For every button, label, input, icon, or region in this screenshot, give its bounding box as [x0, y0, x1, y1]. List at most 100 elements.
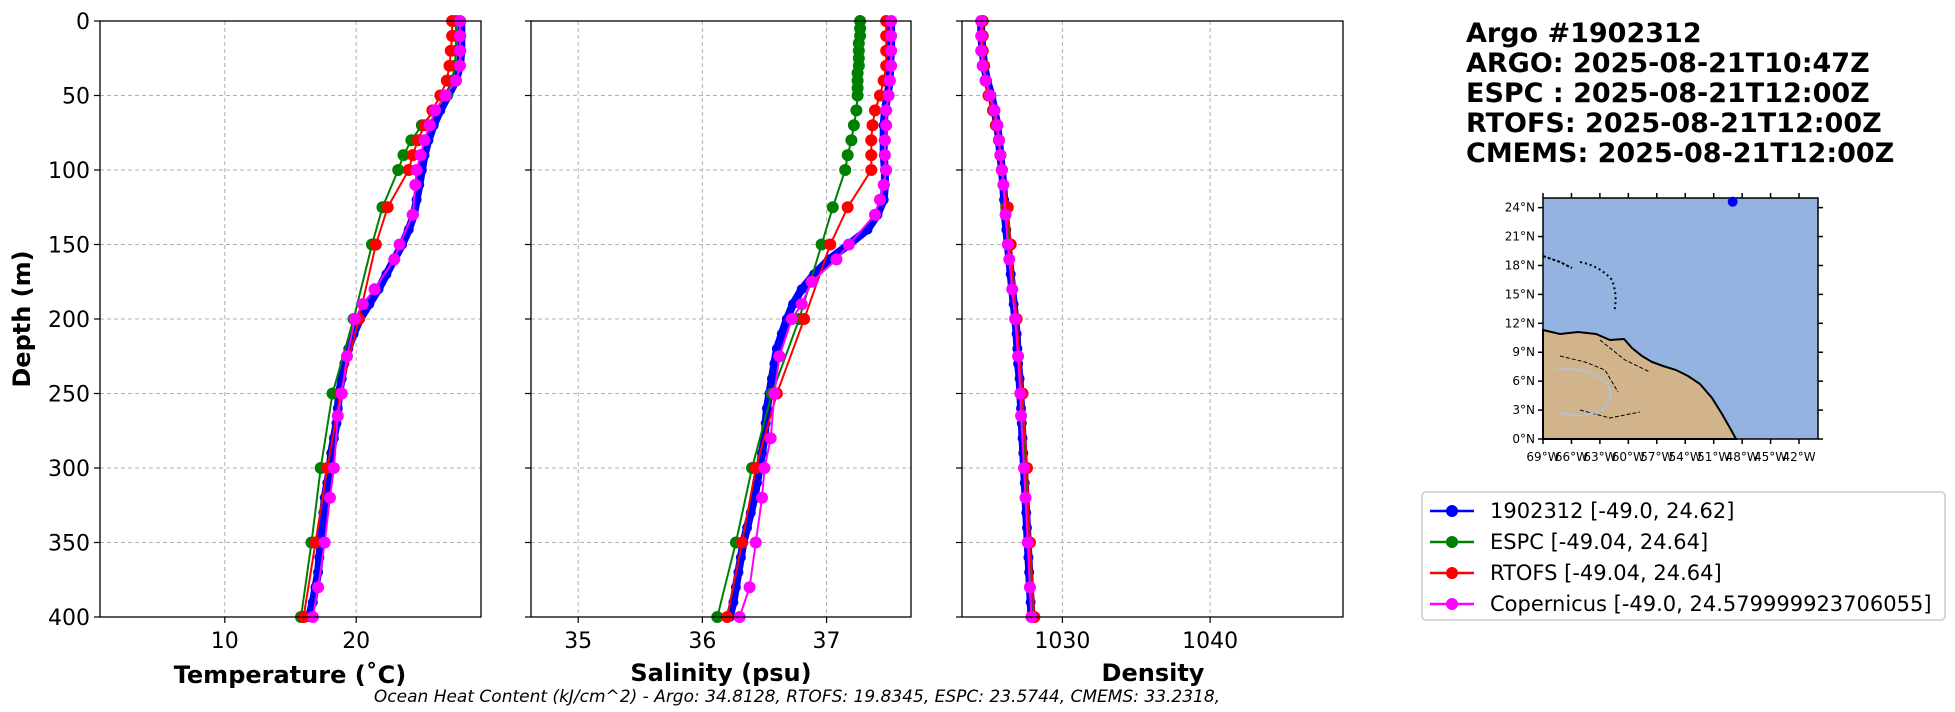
antilles-coast: [1542, 255, 1573, 269]
point-dens-copernicus: [1012, 350, 1025, 363]
point-temp-copernicus: [340, 350, 353, 363]
point-sal-rtofs: [868, 104, 881, 117]
point-temp-copernicus: [423, 119, 436, 132]
point-temp-copernicus: [368, 283, 381, 296]
point-sal-rtofs: [873, 89, 886, 102]
point-dens-copernicus: [988, 104, 1001, 117]
map-lon-label: 48°W: [1726, 450, 1759, 464]
point-dens-copernicus: [992, 134, 1005, 147]
point-dens-copernicus: [997, 178, 1010, 191]
map-lon-label: 51°W: [1697, 450, 1730, 464]
point-temp-copernicus: [453, 29, 466, 42]
legend-label: Copernicus [-49.0, 24.579999923706055]: [1490, 592, 1932, 616]
point-temp-copernicus: [388, 253, 401, 266]
point-temp-copernicus: [429, 104, 442, 117]
point-sal-copernicus: [880, 119, 893, 132]
location-map: 24°N 21°N 18°N 15°N 12°N 9°N 6°N 3°N 0°N 69°W66°W…: [1505, 193, 1823, 464]
temperature-xlabel: Temperature (˚C): [174, 661, 407, 689]
title-argo-time: ARGO: 2025-08-21T10:47Z: [1466, 48, 1870, 79]
point-temp-rtofs: [440, 74, 453, 87]
point-temp-copernicus: [331, 409, 344, 422]
point-dens-copernicus: [1023, 581, 1036, 594]
point-temp-copernicus: [323, 491, 336, 504]
xtick-label-temp: 10: [211, 629, 239, 654]
south-america-land: [1542, 328, 1738, 440]
ytick-label: 0: [76, 10, 90, 35]
point-temp-copernicus: [406, 208, 419, 221]
legend-marker: [1446, 567, 1458, 579]
point-dens-copernicus: [991, 119, 1004, 132]
point-dens-copernicus: [1019, 491, 1032, 504]
point-temp-copernicus: [439, 89, 452, 102]
ytick-label: 150: [48, 234, 90, 259]
xtick-label-dens: 1040: [1182, 629, 1238, 654]
ytick-label: 200: [48, 308, 90, 333]
argo-position-marker: [1727, 196, 1738, 207]
point-dens-copernicus: [979, 74, 992, 87]
xtick-label-temp: 20: [342, 629, 370, 654]
point-sal-1902312: [796, 284, 807, 295]
map-lon-label: 63°W: [1583, 450, 1616, 464]
map-lon-label: 42°W: [1782, 450, 1815, 464]
rivers: [1554, 368, 1612, 417]
point-dens-copernicus: [975, 29, 988, 42]
point-temp-rtofs: [369, 238, 382, 251]
point-sal-espc: [839, 164, 852, 176]
map-lon-label: 69°W: [1526, 450, 1559, 464]
point-sal-copernicus: [877, 178, 890, 191]
point-sal-espc: [851, 89, 864, 102]
xtick-label-sal: 37: [813, 629, 841, 654]
point-temp-espc: [392, 164, 405, 176]
point-temp-copernicus: [318, 536, 331, 549]
point-temp-copernicus: [348, 313, 361, 325]
point-sal-copernicus: [882, 89, 895, 102]
point-sal-copernicus: [873, 193, 886, 206]
point-sal-copernicus: [885, 44, 898, 57]
map-lat-label: 18°N: [1505, 258, 1535, 272]
legend: 1902312 [-49.0, 24.62] ESPC [-49.04, 24.6…: [1421, 491, 1946, 621]
point-sal-rtofs: [841, 201, 854, 214]
point-sal-espc: [826, 201, 839, 214]
point-temp-copernicus: [453, 59, 466, 72]
point-sal-copernicus: [878, 149, 891, 162]
point-sal-rtofs: [736, 536, 749, 549]
title-argo-id: Argo #1902312: [1466, 18, 1702, 49]
point-temp-rtofs: [381, 201, 394, 214]
point-sal-copernicus: [885, 29, 898, 42]
point-dens-copernicus: [1001, 238, 1014, 251]
point-sal-copernicus: [883, 74, 896, 87]
point-temp-copernicus: [418, 134, 431, 147]
density-xlabel: Density: [1102, 659, 1205, 687]
point-temp-copernicus: [335, 387, 348, 400]
point-sal-rtofs: [865, 134, 878, 147]
point-sal-copernicus: [830, 253, 843, 266]
map-lon-label: 57°W: [1640, 450, 1673, 464]
point-temp-copernicus: [410, 164, 423, 176]
xtick-label-sal: 36: [688, 629, 716, 654]
salinity-xlabel: Salinity (psu): [630, 659, 811, 687]
point-sal-copernicus: [743, 581, 756, 594]
map-lat-label: 21°N: [1505, 230, 1535, 244]
point-temp-rtofs: [444, 44, 457, 57]
point-sal-copernicus: [768, 387, 781, 400]
point-sal-rtofs: [865, 149, 878, 162]
point-sal-rtofs: [824, 238, 837, 251]
map-lat-label: 15°N: [1505, 287, 1535, 301]
point-temp-1902312: [317, 522, 328, 533]
legend-marker: [1446, 505, 1458, 517]
point-dens-copernicus: [1006, 283, 1019, 296]
density-panel: 1030 1040 Density: [956, 15, 1344, 687]
point-temp-copernicus: [356, 298, 369, 311]
ytick-label: 350: [48, 532, 90, 557]
legend-marker: [1446, 536, 1458, 548]
point-sal-1902312: [788, 299, 799, 310]
map-lat-label: 12°N: [1505, 316, 1535, 330]
point-temp-copernicus: [327, 462, 340, 474]
point-dens-copernicus: [1015, 409, 1028, 422]
point-sal-espc: [850, 104, 863, 117]
point-temp-copernicus: [414, 149, 427, 162]
map-lon-label: 54°W: [1669, 450, 1702, 464]
series-line-sal-1902312: [725, 21, 896, 618]
xtick-label-sal: 35: [564, 629, 592, 654]
borders: [1559, 339, 1651, 419]
